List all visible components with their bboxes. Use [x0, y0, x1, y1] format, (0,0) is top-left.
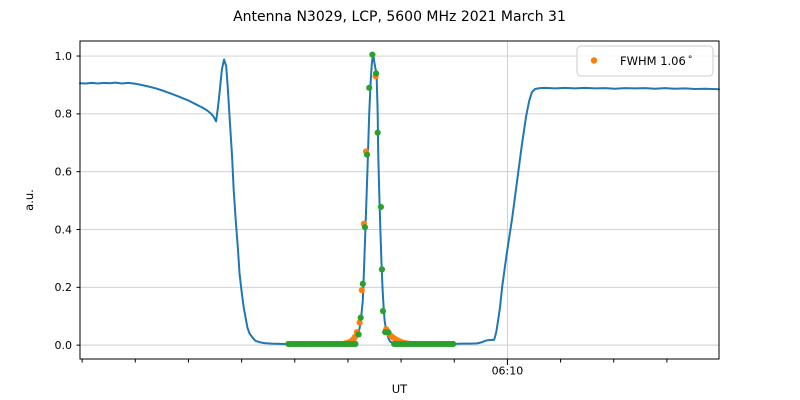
scan-data-points-marker	[374, 129, 381, 136]
scan-data-points-marker	[366, 84, 373, 91]
scan-data-points-marker	[379, 307, 387, 315]
chart-title: Antenna N3029, LCP, 5600 MHz 2021 March …	[233, 9, 566, 25]
y-tick-label: 0.6	[55, 165, 73, 178]
axes-layer: 0.0 0.2 0.4 0.6 0.8 1.0 06:10	[55, 40, 720, 378]
scan-data-points-marker	[361, 224, 369, 231]
legend: FWHM 1.06 °	[576, 45, 714, 77]
legend-entry-fwhm: FWHM 1.06 °	[620, 54, 692, 68]
antenna-signal-line	[79, 54, 720, 345]
y-tick-label: 0.2	[55, 281, 73, 294]
x-axis-label: UT	[392, 382, 408, 396]
scan-data-points-marker	[359, 280, 366, 287]
scan-data-points-marker	[378, 266, 386, 273]
y-tick-label: 1.0	[55, 50, 73, 63]
scan-data-points-marker	[369, 51, 376, 58]
y-tick-label: 0.4	[55, 223, 73, 236]
scan-data-points-marker	[373, 70, 380, 77]
y-tick-label: 0.8	[55, 108, 73, 121]
x-tick-label: 06:10	[492, 365, 524, 378]
y-tick-label: 0.0	[55, 339, 73, 352]
scan-data-points-marker	[355, 331, 362, 338]
scan-data-points-marker	[352, 340, 359, 348]
scan-data-points-marker	[377, 203, 384, 211]
scan-data-points-marker	[363, 151, 371, 158]
scan-data-points-marker	[357, 314, 364, 321]
scan-data-points-marker	[450, 340, 457, 348]
legend-box	[576, 45, 714, 77]
series-layer	[79, 51, 720, 348]
gaussian-fit-points-marker	[358, 287, 365, 294]
plot-spine	[79, 40, 720, 360]
legend-label-text: FWHM 1.06	[620, 54, 686, 68]
grid-layer	[80, 41, 719, 359]
scan-data-points-marker	[385, 329, 392, 336]
gaussian-fit-points-marker	[356, 319, 363, 326]
legend-marker-dot-icon	[590, 57, 598, 64]
y-axis-label: a.u.	[22, 189, 36, 211]
degree-symbol: °	[688, 55, 693, 65]
